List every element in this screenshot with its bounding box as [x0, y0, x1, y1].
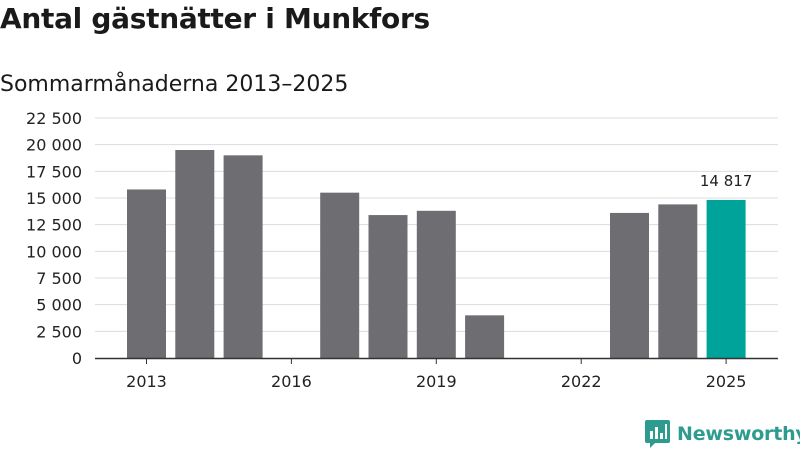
bar-2020: [465, 315, 505, 358]
bar-2014: [175, 150, 215, 358]
y-tick-label: 17 500: [26, 162, 82, 181]
y-axis-ticks: 0 2 500 5 000 7 500 10 000 12 500 15 000 17 500…: [26, 109, 82, 368]
x-tick-label: 2019: [416, 372, 457, 391]
y-tick-label: 0: [72, 349, 82, 368]
bar-2013: [127, 189, 166, 358]
data-label: 14 817: [700, 172, 753, 190]
y-tick-label: 10 000: [26, 242, 82, 261]
x-tick-label: 2016: [271, 372, 312, 391]
bar-2015: [223, 155, 263, 358]
y-tick-label: 20 000: [26, 136, 82, 155]
y-tick-label: 2 500: [36, 322, 82, 341]
chart-title: Antal gästnätter i Munkfors: [0, 2, 430, 35]
x-tick-label: 2025: [706, 372, 747, 391]
y-tick-label: 7 500: [36, 269, 82, 288]
bar-2025: [706, 199, 746, 358]
x-axis: 2013 2016 2019 2022 2025: [95, 357, 778, 391]
x-tick-label: 2013: [126, 372, 167, 391]
bar-2018: [368, 215, 408, 358]
x-tick-label: 2022: [561, 372, 602, 391]
bar-2017: [320, 192, 360, 358]
bar-2023: [610, 212, 649, 358]
y-tick-label: 5 000: [36, 296, 82, 315]
newsworthy-logo-text: Newsworthy: [677, 423, 800, 445]
data-labels: 14 817: [700, 172, 753, 190]
newsworthy-logo-icon: [645, 420, 670, 448]
bars: [127, 150, 746, 358]
newsworthy-logo: Newsworthy: [644, 419, 800, 449]
y-tick-label: 22 500: [26, 109, 82, 128]
bar-2024: [658, 204, 698, 358]
bar-2019: [416, 210, 456, 358]
chart-subtitle: Sommarmånaderna 2013–2025: [0, 72, 349, 97]
y-tick-label: 12 500: [26, 216, 82, 235]
y-tick-label: 15 000: [26, 189, 82, 208]
